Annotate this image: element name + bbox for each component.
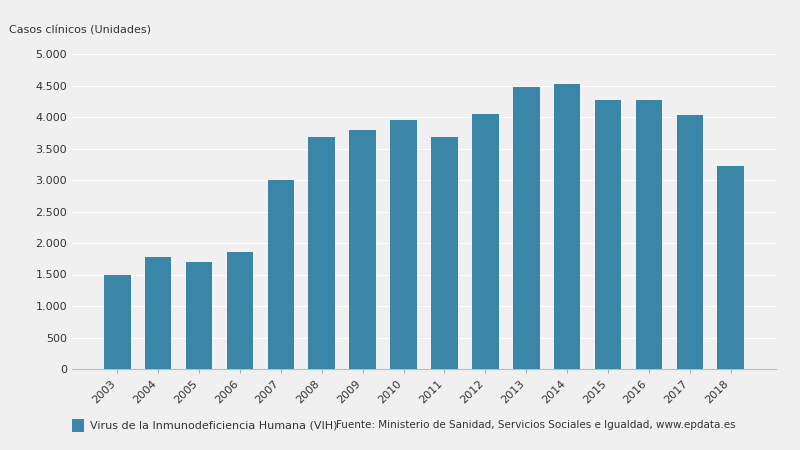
Bar	[226, 252, 254, 369]
Bar	[104, 274, 130, 369]
Bar	[390, 120, 417, 369]
Bar	[472, 114, 498, 369]
Bar	[267, 180, 294, 369]
Bar	[186, 262, 212, 369]
Bar	[350, 130, 376, 369]
Bar	[145, 257, 171, 369]
Bar	[636, 100, 662, 369]
Bar	[309, 138, 335, 369]
Bar	[718, 166, 744, 369]
Bar	[431, 138, 458, 369]
Text: Casos clínicos (Unidades): Casos clínicos (Unidades)	[9, 25, 150, 35]
Bar	[554, 84, 581, 369]
Text: Fuente: Ministerio de Sanidad, Servicios Sociales e Igualdad, www.epdata.es: Fuente: Ministerio de Sanidad, Servicios…	[336, 420, 736, 430]
Text: Virus de la Inmunodeficiencia Humana (VIH): Virus de la Inmunodeficiencia Humana (VI…	[90, 420, 337, 430]
Bar	[513, 87, 539, 369]
Bar	[594, 100, 622, 369]
Bar	[677, 116, 703, 369]
